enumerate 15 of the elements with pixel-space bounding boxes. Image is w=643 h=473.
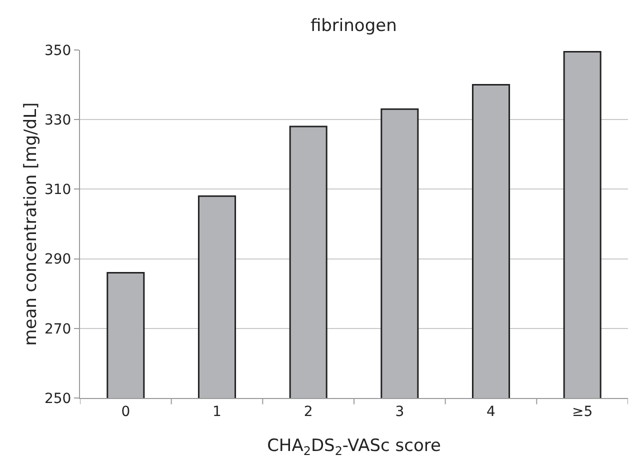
x-tick-label: ≥5 — [572, 404, 593, 420]
x-tick-label: 0 — [121, 404, 130, 420]
y-tick-label: 290 — [44, 252, 72, 268]
y-axis-title: mean concentration [mg/dL] — [21, 102, 41, 346]
y-tick-label: 250 — [44, 390, 72, 407]
y-tick-label: 350 — [44, 42, 72, 59]
chart-title: fibrinogen — [310, 16, 397, 36]
x-axis-title: CHA$_{2}$DS$_{2}$-VASc score — [267, 436, 441, 458]
y-tick-label: 310 — [44, 182, 72, 198]
x-tick-label: 2 — [304, 404, 313, 420]
x-tick-label: 4 — [486, 404, 496, 420]
x-tick-label: 3 — [395, 404, 404, 420]
y-tick-label: 270 — [44, 321, 72, 338]
y-tick-label: 330 — [44, 112, 72, 128]
x-tick-label: 1 — [212, 404, 222, 420]
